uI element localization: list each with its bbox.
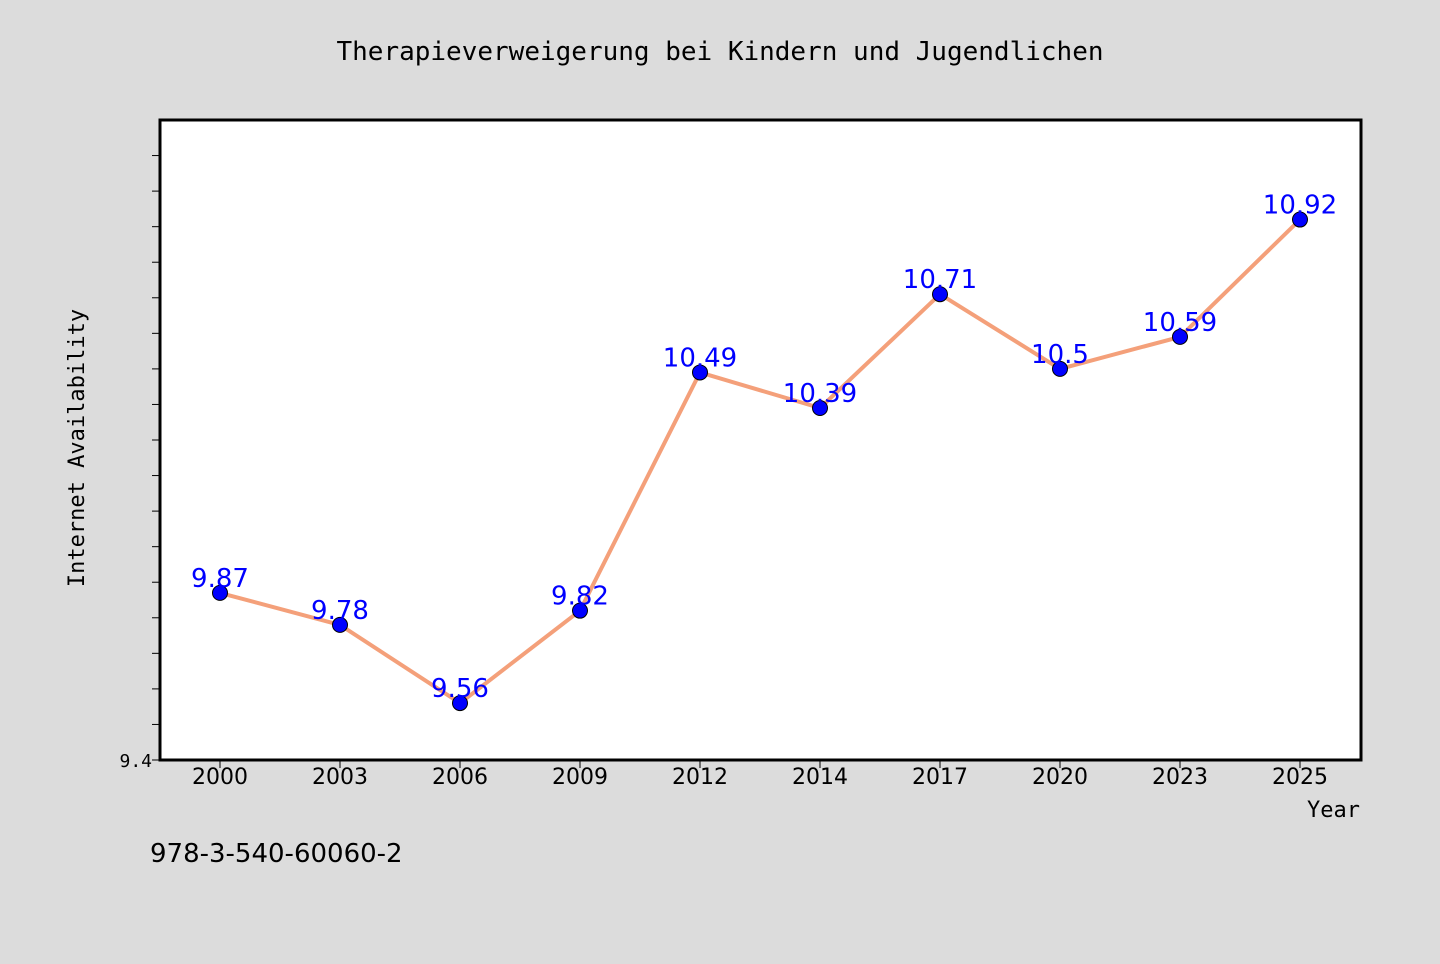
data-point (692, 364, 708, 381)
data-label: 10.49 (663, 343, 737, 373)
x-tick-label: 2000 (192, 765, 248, 790)
data-label: 10.5 (1031, 340, 1089, 370)
chart-title: Therapieverweigerung bei Kindern und Jug… (336, 37, 1103, 67)
x-tick-label: 2003 (312, 765, 368, 790)
x-tick-label: 2012 (672, 765, 728, 790)
x-axis-ticks: 2000 2003 2006 2009 2012 2014 2017 2020 2023 2025 (192, 760, 1328, 790)
data-point (452, 695, 468, 712)
y-axis-ticks (152, 155, 160, 761)
x-tick-label: 2009 (552, 765, 608, 790)
y-tick-label: 9.4 (119, 751, 152, 772)
x-tick-label: 2014 (792, 765, 848, 790)
x-tick-label: 2025 (1272, 765, 1328, 790)
data-point (572, 602, 588, 619)
x-axis-label: Year (1307, 798, 1360, 823)
data-point (932, 286, 948, 303)
data-point (332, 616, 348, 633)
data-label: 10.59 (1143, 308, 1217, 338)
data-label: 9.87 (191, 564, 249, 594)
data-point (1172, 328, 1188, 345)
x-tick-label: 2017 (912, 765, 968, 790)
x-tick-label: 2020 (1032, 765, 1088, 790)
data-point (212, 584, 228, 601)
data-label: 10.39 (783, 379, 857, 409)
x-tick-label: 2023 (1152, 765, 1208, 790)
data-label: 9.82 (551, 582, 609, 612)
data-point (812, 400, 828, 416)
data-point (1292, 211, 1308, 228)
data-point (1052, 360, 1068, 377)
data-label: 9.78 (311, 596, 369, 626)
series-line (218, 217, 1302, 706)
x-tick-label: 2006 (432, 765, 488, 790)
data-label: 10.71 (903, 265, 977, 295)
footer-isbn: 978-3-540-60060-2 (150, 839, 403, 869)
data-label: 10.92 (1263, 191, 1337, 221)
y-axis-label: Internet Availability (65, 309, 90, 587)
series-layer: 9.87 9.78 9.56 9.82 10.49 10.39 10.71 10.5 10.59… (191, 191, 1337, 712)
data-label: 9.56 (431, 674, 489, 704)
plot-area (158, 118, 1363, 762)
